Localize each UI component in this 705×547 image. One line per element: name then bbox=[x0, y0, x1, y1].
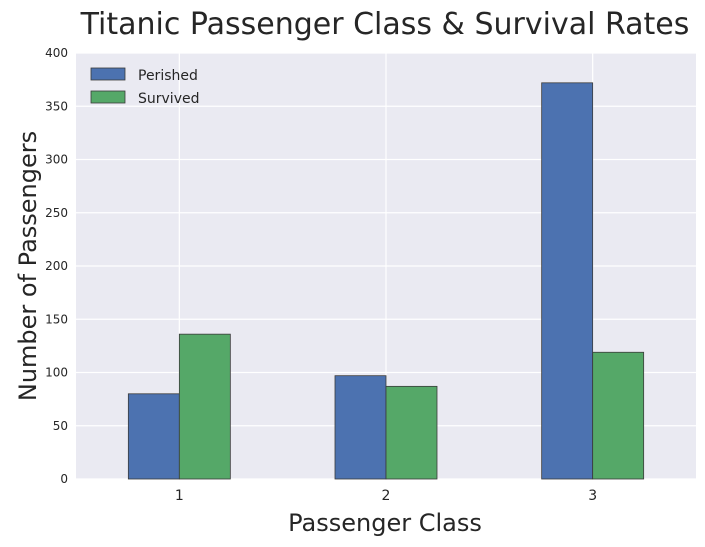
y-axis-ticks: 0 50 100 150 200 250 300 350 400 bbox=[45, 46, 68, 486]
y-tick-label: 250 bbox=[45, 206, 68, 220]
x-tick-label: 3 bbox=[588, 488, 597, 504]
bar-survived-class-2 bbox=[385, 385, 438, 480]
legend-label-survived: Survived bbox=[138, 91, 199, 107]
y-tick-label: 400 bbox=[45, 46, 68, 60]
y-tick-label: 0 bbox=[60, 472, 68, 486]
y-tick-label: 300 bbox=[45, 153, 68, 167]
bar-perished-class-2 bbox=[334, 375, 387, 480]
y-tick-label: 50 bbox=[53, 419, 68, 433]
y-tick-label: 150 bbox=[45, 312, 68, 326]
legend: Perished Survived bbox=[90, 67, 199, 107]
x-tick-label: 1 bbox=[175, 488, 184, 504]
bar-perished-class-1 bbox=[127, 393, 180, 480]
x-axis-ticks: 1 2 3 bbox=[175, 488, 597, 504]
bar-survived-class-3 bbox=[592, 351, 645, 480]
x-tick-label: 2 bbox=[382, 488, 391, 504]
y-tick-label: 100 bbox=[45, 366, 68, 380]
legend-label-perished: Perished bbox=[138, 68, 198, 84]
chart-title: Titanic Passenger Class & Survival Rates bbox=[80, 7, 690, 42]
bar-survived-class-1 bbox=[178, 333, 231, 480]
legend-swatch-perished bbox=[90, 67, 126, 81]
x-axis-label: Passenger Class bbox=[288, 509, 482, 537]
y-axis-label: Number of Passengers bbox=[14, 131, 42, 401]
bars bbox=[127, 82, 645, 480]
bar-perished-class-3 bbox=[541, 82, 594, 480]
y-tick-label: 350 bbox=[45, 99, 68, 113]
y-tick-label: 200 bbox=[45, 259, 68, 273]
legend-swatch-survived bbox=[90, 90, 126, 104]
